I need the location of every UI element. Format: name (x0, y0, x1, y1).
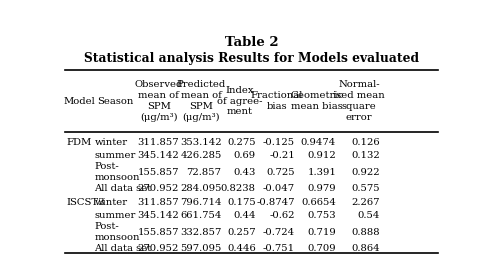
Text: 0.888: 0.888 (351, 228, 380, 237)
Text: -0.21: -0.21 (269, 151, 295, 160)
Text: Post-
monsoon: Post- monsoon (94, 162, 140, 182)
Text: 0.126: 0.126 (351, 138, 380, 147)
Text: 345.142: 345.142 (137, 151, 179, 160)
Text: -0.724: -0.724 (263, 228, 295, 237)
Text: ISCST3: ISCST3 (67, 198, 105, 207)
Text: 72.857: 72.857 (187, 168, 221, 177)
Text: 332.857: 332.857 (180, 228, 221, 237)
Text: 796.714: 796.714 (180, 198, 221, 207)
Text: Fractional
bias: Fractional bias (250, 91, 303, 111)
Text: 0.864: 0.864 (351, 244, 380, 253)
Text: -0.62: -0.62 (270, 211, 295, 220)
Text: Statistical analysis Results for Models evaluated: Statistical analysis Results for Models … (84, 52, 419, 65)
Text: 661.754: 661.754 (180, 211, 221, 220)
Text: 0.8238: 0.8238 (221, 184, 256, 193)
Text: winter: winter (94, 198, 128, 207)
Text: All data set: All data set (94, 184, 152, 193)
Text: 284.095: 284.095 (180, 184, 221, 193)
Text: 353.142: 353.142 (180, 138, 221, 147)
Text: 426.285: 426.285 (180, 151, 221, 160)
Text: 270.952: 270.952 (137, 184, 179, 193)
Text: 0.725: 0.725 (267, 168, 295, 177)
Text: 0.275: 0.275 (227, 138, 256, 147)
Text: 0.9474: 0.9474 (301, 138, 336, 147)
Text: 0.69: 0.69 (234, 151, 256, 160)
Text: 0.6654: 0.6654 (301, 198, 336, 207)
Text: 0.132: 0.132 (351, 151, 380, 160)
Text: -0.751: -0.751 (263, 244, 295, 253)
Text: -0.047: -0.047 (263, 184, 295, 193)
Text: summer: summer (94, 211, 136, 220)
Text: 0.979: 0.979 (307, 184, 336, 193)
Text: 0.44: 0.44 (233, 211, 256, 220)
Text: 311.857: 311.857 (137, 198, 179, 207)
Text: 0.922: 0.922 (351, 168, 380, 177)
Text: 155.857: 155.857 (137, 228, 179, 237)
Text: -0.125: -0.125 (263, 138, 295, 147)
Text: 0.43: 0.43 (233, 168, 256, 177)
Text: 0.175: 0.175 (227, 198, 256, 207)
Text: 597.095: 597.095 (180, 244, 221, 253)
Text: 0.753: 0.753 (307, 211, 336, 220)
Text: 0.575: 0.575 (351, 184, 380, 193)
Text: Table 2: Table 2 (225, 36, 278, 49)
Text: 311.857: 311.857 (137, 138, 179, 147)
Text: Predicted
mean of
SPM
(μg/m³): Predicted mean of SPM (μg/m³) (177, 80, 226, 122)
Text: 345.142: 345.142 (137, 211, 179, 220)
Text: Season: Season (97, 97, 134, 106)
Text: 0.719: 0.719 (307, 228, 336, 237)
Text: 1.391: 1.391 (307, 168, 336, 177)
Text: All data set: All data set (94, 244, 152, 253)
Text: 0.446: 0.446 (227, 244, 256, 253)
Text: Index
of agree-
ment: Index of agree- ment (217, 86, 263, 116)
Text: 2.267: 2.267 (352, 198, 380, 207)
Text: summer: summer (94, 151, 136, 160)
Text: Normal-
ised mean
square
error: Normal- ised mean square error (333, 80, 385, 122)
Text: Observed
mean of
SPM
(μg/m³): Observed mean of SPM (μg/m³) (135, 80, 183, 122)
Text: Post-
monsoon: Post- monsoon (94, 222, 140, 242)
Text: -0.8747: -0.8747 (256, 198, 295, 207)
Text: 0.54: 0.54 (357, 211, 380, 220)
Text: Geometric
mean bias: Geometric mean bias (290, 91, 343, 111)
Text: Model: Model (63, 97, 95, 106)
Text: 155.857: 155.857 (137, 168, 179, 177)
Text: FDM: FDM (67, 138, 92, 147)
Text: winter: winter (94, 138, 128, 147)
Text: 270.952: 270.952 (137, 244, 179, 253)
Text: 0.257: 0.257 (227, 228, 256, 237)
Text: 0.912: 0.912 (307, 151, 336, 160)
Text: 0.709: 0.709 (307, 244, 336, 253)
